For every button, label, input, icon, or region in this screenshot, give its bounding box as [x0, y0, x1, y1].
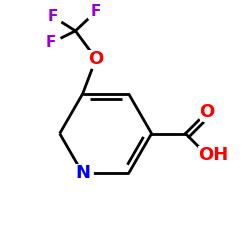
Text: F: F [47, 9, 58, 24]
Text: OH: OH [198, 146, 228, 164]
Text: O: O [88, 50, 104, 68]
Text: F: F [91, 4, 101, 19]
Text: F: F [46, 36, 56, 51]
Text: O: O [200, 103, 215, 121]
Text: N: N [75, 164, 90, 182]
